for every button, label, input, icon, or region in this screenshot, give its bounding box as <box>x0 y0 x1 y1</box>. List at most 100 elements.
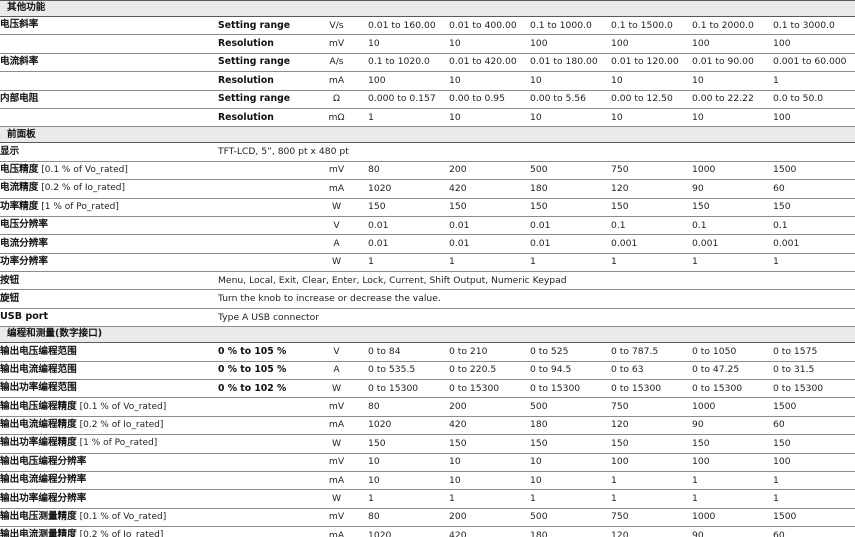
row-label-text: 功率精度 <box>0 200 39 212</box>
table-row: 输出电流测量精度 [0.2 % of Io_rated] mA 1020 420 180… <box>0 526 855 537</box>
row-value: 0 to 15300 <box>611 379 692 399</box>
row-value: 100 <box>368 71 449 91</box>
row-value: 0 to 1050 <box>692 342 773 362</box>
row-label-text: 显示 <box>0 145 20 157</box>
row-unit: mA <box>305 416 368 436</box>
row-value: 0 to 15300 <box>530 379 611 399</box>
row-value: 100 <box>773 108 855 128</box>
row-value: 60 <box>773 526 855 537</box>
row-label-text: 输出电流编程范围 <box>0 364 77 376</box>
row-value: 10 <box>449 108 530 128</box>
row-label-text: 输出电流编程精度 <box>0 419 77 431</box>
table-row: 输出电流编程分辨率 mA 10 10 10 1 1 1 <box>0 471 855 491</box>
row-label-suffix: [1 % of Po_rated] <box>76 438 158 449</box>
row-value: 10 <box>692 71 773 91</box>
table-row: 输出电流编程范围 0 % to 105 % A 0 to 535.5 0 to 220.… <box>0 361 855 381</box>
row-value: 180 <box>530 416 611 436</box>
row-value: 750 <box>611 161 692 181</box>
row-value: 0.01 <box>368 216 449 236</box>
row-value: 1000 <box>692 161 773 181</box>
row-unit: mV <box>305 161 368 181</box>
row-label-text: USB port <box>0 311 49 323</box>
row-value: 1500 <box>773 508 855 528</box>
row-value: 0.0 to 50.0 <box>773 90 855 109</box>
row-value: 0 to 31.5 <box>773 361 855 381</box>
row-unit: W <box>305 198 368 217</box>
row-label-suffix: [0.2 % of Io_rated] <box>76 530 164 537</box>
row-range: Setting range <box>218 90 305 109</box>
row-value: 0 to 63 <box>611 361 692 381</box>
row-value: 1 <box>611 471 692 491</box>
row-label: 输出电压编程分辨率 <box>0 453 305 472</box>
row-value: 1500 <box>773 397 855 417</box>
row-value: 150 <box>611 434 692 454</box>
row-value: 0.1 to 1500.0 <box>611 16 692 36</box>
row-value: 90 <box>692 179 773 199</box>
row-value: 10 <box>368 471 449 491</box>
row-value: 0.01 to 160.00 <box>368 16 449 36</box>
row-label: 电压斜率 <box>0 16 218 36</box>
row-value: 1020 <box>368 526 449 537</box>
row-value: 120 <box>611 416 692 436</box>
row-label: 输出电流编程分辨率 <box>0 471 305 491</box>
row-value: 10 <box>368 34 449 54</box>
row-value: 0.1 to 1020.0 <box>368 53 449 73</box>
row-value: 10 <box>449 34 530 54</box>
row-value: 90 <box>692 526 773 537</box>
row-value: 0.01 <box>530 234 611 254</box>
row-value: 120 <box>611 179 692 199</box>
row-unit: mA <box>305 471 368 491</box>
row-value: 0 to 210 <box>449 342 530 362</box>
table-row: 电流分辨率 A 0.01 0.01 0.01 0.001 0.001 0.001 <box>0 234 855 254</box>
table-row: 输出功率编程范围 0 % to 102 % W 0 to 15300 0 to 1530… <box>0 379 855 399</box>
row-value: 10 <box>530 453 611 472</box>
table-row: 输出功率编程精度 [1 % of Po_rated] W 150 150 150 150 1… <box>0 434 855 454</box>
row-label: 功率分辨率 <box>0 253 305 273</box>
row-value: 1 <box>368 108 449 128</box>
row-label-text: 功率分辨率 <box>0 256 48 268</box>
row-label-suffix: [0.1 % of Vo_rated] <box>38 164 128 175</box>
row-value: 1000 <box>692 397 773 417</box>
row-unit: mA <box>305 71 368 91</box>
row-value: 1 <box>773 253 855 273</box>
row-label-text: 电压斜率 <box>0 19 39 31</box>
row-value: 0.01 to 180.00 <box>530 53 611 73</box>
row-label: USB port <box>0 308 218 328</box>
row-label-text: 输出功率编程精度 <box>0 437 77 449</box>
table-row: 电压精度 [0.1 % of Vo_rated] mV 80 200 500 750 100… <box>0 161 855 181</box>
row-label-text: 电压分辨率 <box>0 219 48 231</box>
table-row: 输出电压编程分辨率 mV 10 10 10 100 100 100 <box>0 453 855 472</box>
row-description: TFT-LCD, 5”, 800 pt x 480 pt <box>218 142 855 162</box>
row-value: 0.01 to 120.00 <box>611 53 692 73</box>
row-label: 电压精度 [0.1 % of Vo_rated] <box>0 161 305 181</box>
row-description: Turn the knob to increase or decrease th… <box>218 289 855 309</box>
row-value: 150 <box>368 198 449 217</box>
row-value: 10 <box>611 108 692 128</box>
row-value: 200 <box>449 508 530 528</box>
table-row: Resolution mV 10 10 100 100 100 100 <box>0 34 855 54</box>
row-value: 60 <box>773 179 855 199</box>
row-label <box>0 34 218 54</box>
row-value: 150 <box>530 198 611 217</box>
section-header-row: 编程和测量(数字接口) <box>0 326 855 344</box>
row-value: 150 <box>368 434 449 454</box>
row-label: 功率精度 [1 % of Po_rated] <box>0 198 305 217</box>
row-value: 420 <box>449 179 530 199</box>
row-value: 10 <box>530 108 611 128</box>
row-value: 90 <box>692 416 773 436</box>
row-label-text: 输出电压编程范围 <box>0 345 77 357</box>
row-value: 0 to 787.5 <box>611 342 692 362</box>
table-row: 输出电压测量精度 [0.1 % of Vo_rated] mV 80 200 500 75… <box>0 508 855 528</box>
row-label-text: 内部电阻 <box>0 92 39 104</box>
row-label-suffix: [0.2 % of Io_rated] <box>38 183 126 194</box>
row-value: 1020 <box>368 179 449 199</box>
row-label-text: 输出电压编程分辨率 <box>0 456 87 468</box>
row-label-suffix: [0.1 % of Vo_rated] <box>76 401 167 412</box>
row-unit: V/s <box>305 16 368 36</box>
row-value: 150 <box>773 198 855 217</box>
row-unit: A/s <box>305 53 368 73</box>
row-unit: W <box>305 253 368 273</box>
row-value: 0 to 15300 <box>692 379 773 399</box>
row-value: 0 to 15300 <box>773 379 855 399</box>
row-unit: mA <box>305 526 368 537</box>
